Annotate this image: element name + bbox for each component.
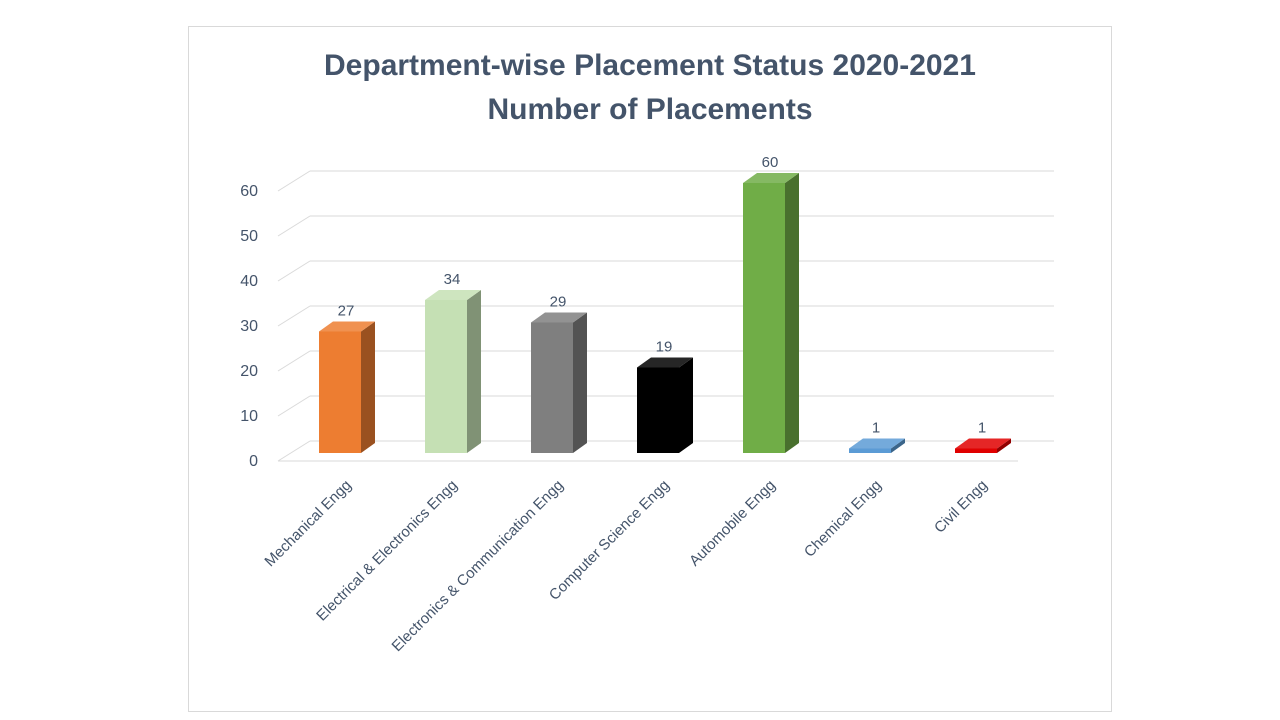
bar-top <box>637 357 693 368</box>
y-tick-label: 10 <box>240 408 258 425</box>
bar-front <box>531 322 573 453</box>
bar-side <box>785 173 799 453</box>
data-labels: 27 34 29 19 60 1 1 <box>338 154 987 437</box>
chart-title-block: Department-wise Placement Status 2020-20… <box>188 44 1112 132</box>
bar-top <box>425 290 481 300</box>
bar-top <box>849 438 905 449</box>
bar-front <box>319 331 361 453</box>
bar <box>531 312 587 453</box>
bar <box>955 438 1011 453</box>
category-label: Civil Engg <box>931 477 991 537</box>
bar-side <box>891 438 905 453</box>
bar-front <box>425 300 467 453</box>
bars <box>319 173 1011 453</box>
category-label: Mechanical Engg <box>261 477 354 570</box>
y-tick-label: 20 <box>240 363 258 380</box>
y-tick-label: 50 <box>240 228 258 245</box>
bar-front <box>849 448 891 453</box>
data-label: 1 <box>872 420 880 437</box>
gridline-diagonal <box>277 350 311 372</box>
bar <box>637 357 693 453</box>
bar-side <box>679 357 693 453</box>
gridline-diagonal <box>277 440 311 462</box>
bar-top <box>531 312 587 323</box>
gridline-diagonal <box>277 170 311 192</box>
bar-side <box>573 312 587 453</box>
category-label: Computer Science Engg <box>546 477 673 604</box>
category-label: Chemical Engg <box>801 477 885 561</box>
chart-title: Department-wise Placement Status 2020-20… <box>324 49 976 82</box>
gridline-diagonal <box>277 305 311 327</box>
data-label: 60 <box>762 154 779 171</box>
y-tick-label: 60 <box>240 183 258 200</box>
bar-side <box>361 321 375 453</box>
bar-front <box>743 183 785 453</box>
bar-top <box>955 438 1011 449</box>
gridline-diagonal <box>277 215 311 237</box>
data-label: 27 <box>338 303 355 320</box>
y-tick-label: 30 <box>240 318 258 335</box>
y-tick-label: 0 <box>249 453 258 470</box>
data-label: 1 <box>978 420 986 437</box>
data-label: 19 <box>656 339 673 356</box>
bar <box>743 173 799 453</box>
bar <box>425 290 481 453</box>
data-label: 34 <box>444 271 461 288</box>
y-tick-label: 40 <box>240 273 258 290</box>
bar-side <box>997 438 1011 453</box>
category-label: Electronics & Communication Engg <box>389 477 567 655</box>
bar <box>319 321 375 453</box>
bar-side <box>467 290 481 453</box>
gridline-diagonal <box>277 260 311 282</box>
bar <box>849 438 905 453</box>
bar-top <box>743 173 799 183</box>
bar-front <box>955 448 997 453</box>
y-axis: 0 10 20 30 40 50 60 <box>240 183 258 470</box>
bar-front <box>637 367 679 453</box>
gridline-diagonal <box>277 395 311 417</box>
category-label: Automobile Engg <box>686 477 779 570</box>
chart-subtitle: Number of Placements <box>487 93 813 126</box>
bar-top <box>319 321 375 332</box>
data-label: 29 <box>550 294 567 311</box>
